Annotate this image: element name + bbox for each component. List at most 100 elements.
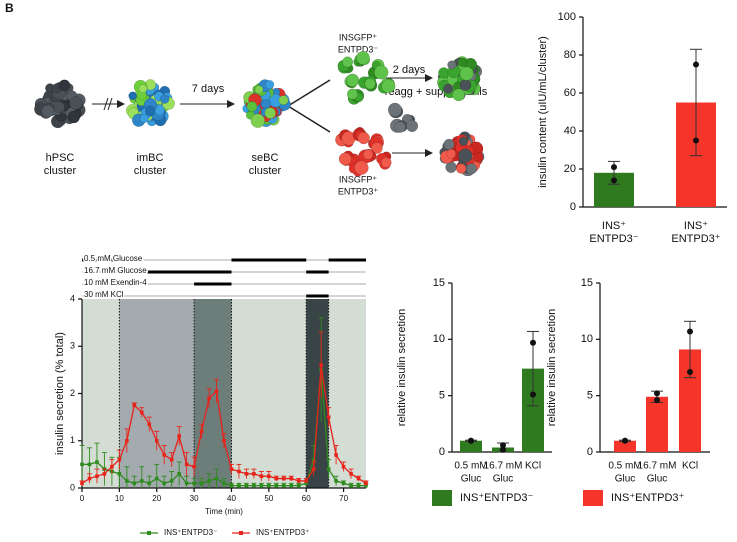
marker	[169, 479, 174, 483]
replicate-point	[654, 397, 660, 404]
y-tick-label: 0	[70, 482, 75, 492]
marker	[304, 479, 309, 483]
cell	[457, 57, 467, 67]
marker	[311, 467, 316, 471]
marker	[304, 481, 309, 486]
y-tick-label: 15	[581, 277, 593, 289]
marker	[341, 464, 346, 469]
x-tick-label: INS⁺	[684, 220, 708, 232]
marker	[281, 476, 286, 481]
cell	[447, 60, 457, 70]
y-tick-label: 3	[70, 341, 75, 351]
y-tick-label: 4	[70, 293, 75, 303]
cell	[67, 110, 81, 124]
marker	[356, 476, 361, 481]
marker	[244, 483, 249, 488]
marker	[334, 453, 338, 457]
y-axis-label: relative insulin secretion	[396, 309, 408, 426]
panel-label: B	[5, 1, 14, 15]
marker	[214, 476, 219, 481]
replicate-point	[611, 177, 617, 184]
marker	[87, 476, 92, 481]
cell	[357, 131, 370, 145]
marker	[334, 479, 338, 483]
cell	[139, 114, 149, 124]
y-tick-label: 5	[439, 390, 445, 402]
replicate-point	[687, 328, 693, 335]
y-tick-label: 0	[587, 446, 593, 458]
marker	[319, 363, 323, 367]
stage-label: cluster	[44, 165, 77, 177]
cell	[250, 113, 266, 128]
phase-band	[82, 299, 120, 488]
marker	[274, 483, 279, 488]
x-tick-label: 60	[302, 494, 311, 503]
marker	[110, 464, 114, 469]
marker	[154, 438, 159, 443]
marker	[139, 479, 144, 483]
y-tick-label: 5	[587, 390, 593, 402]
legend-marker	[147, 531, 151, 535]
bar	[679, 349, 701, 452]
cell	[458, 136, 469, 146]
marker	[169, 457, 174, 462]
marker	[349, 483, 353, 488]
stage-label: cluster	[134, 165, 167, 177]
marker	[326, 467, 331, 471]
marker	[80, 462, 84, 467]
cell	[58, 79, 71, 92]
x-tick-label: Gluc	[615, 474, 636, 485]
cell	[459, 79, 472, 91]
marker	[95, 474, 99, 478]
x-tick-label: 16.7 mM	[638, 461, 677, 472]
cell	[371, 142, 383, 154]
marker	[364, 481, 368, 486]
marker	[117, 457, 122, 462]
cell	[466, 163, 478, 175]
marker	[281, 483, 286, 488]
replicate-point	[500, 446, 506, 453]
marker	[252, 472, 256, 476]
marker	[177, 472, 181, 476]
marker	[80, 481, 84, 486]
marker	[87, 462, 92, 467]
y-tick-label: 10	[433, 333, 445, 345]
marker	[95, 460, 99, 464]
marker	[289, 476, 294, 481]
replicate-point	[693, 137, 699, 144]
arrow-label: 2 days	[393, 64, 426, 76]
condition-label: 16.7 mM Glucose	[84, 266, 147, 275]
y-tick-label: 20	[564, 163, 576, 175]
arrow	[287, 79, 331, 107]
replicate-point	[468, 437, 474, 444]
replicate-point	[687, 369, 693, 376]
cell	[362, 149, 374, 160]
cell	[69, 96, 83, 110]
replicate-point	[500, 442, 506, 449]
marker	[222, 438, 226, 443]
break-mark	[103, 97, 109, 111]
cell	[356, 51, 370, 65]
cell	[338, 152, 352, 166]
x-tick-label: INS⁺	[602, 220, 626, 232]
x-tick-label: ENTPD3⁻	[589, 233, 638, 245]
x-tick-label: 20	[152, 494, 161, 503]
marker	[349, 472, 353, 476]
population-label: ENTPD3⁻	[338, 44, 379, 54]
stage-label: hPSC	[46, 152, 75, 164]
marker	[154, 476, 159, 481]
cell	[278, 95, 289, 106]
cell	[394, 121, 406, 133]
marker	[125, 438, 129, 443]
marker	[244, 472, 249, 476]
stage-label: seBC	[252, 152, 279, 164]
marker	[147, 481, 152, 486]
y-axis-label: insulin content (uIU/mL/cluster)	[537, 36, 549, 188]
marker	[267, 474, 271, 478]
marker	[259, 483, 264, 488]
y-tick-label: 1	[70, 435, 75, 445]
cell	[138, 84, 148, 94]
marker	[222, 481, 226, 486]
marker	[237, 483, 241, 488]
